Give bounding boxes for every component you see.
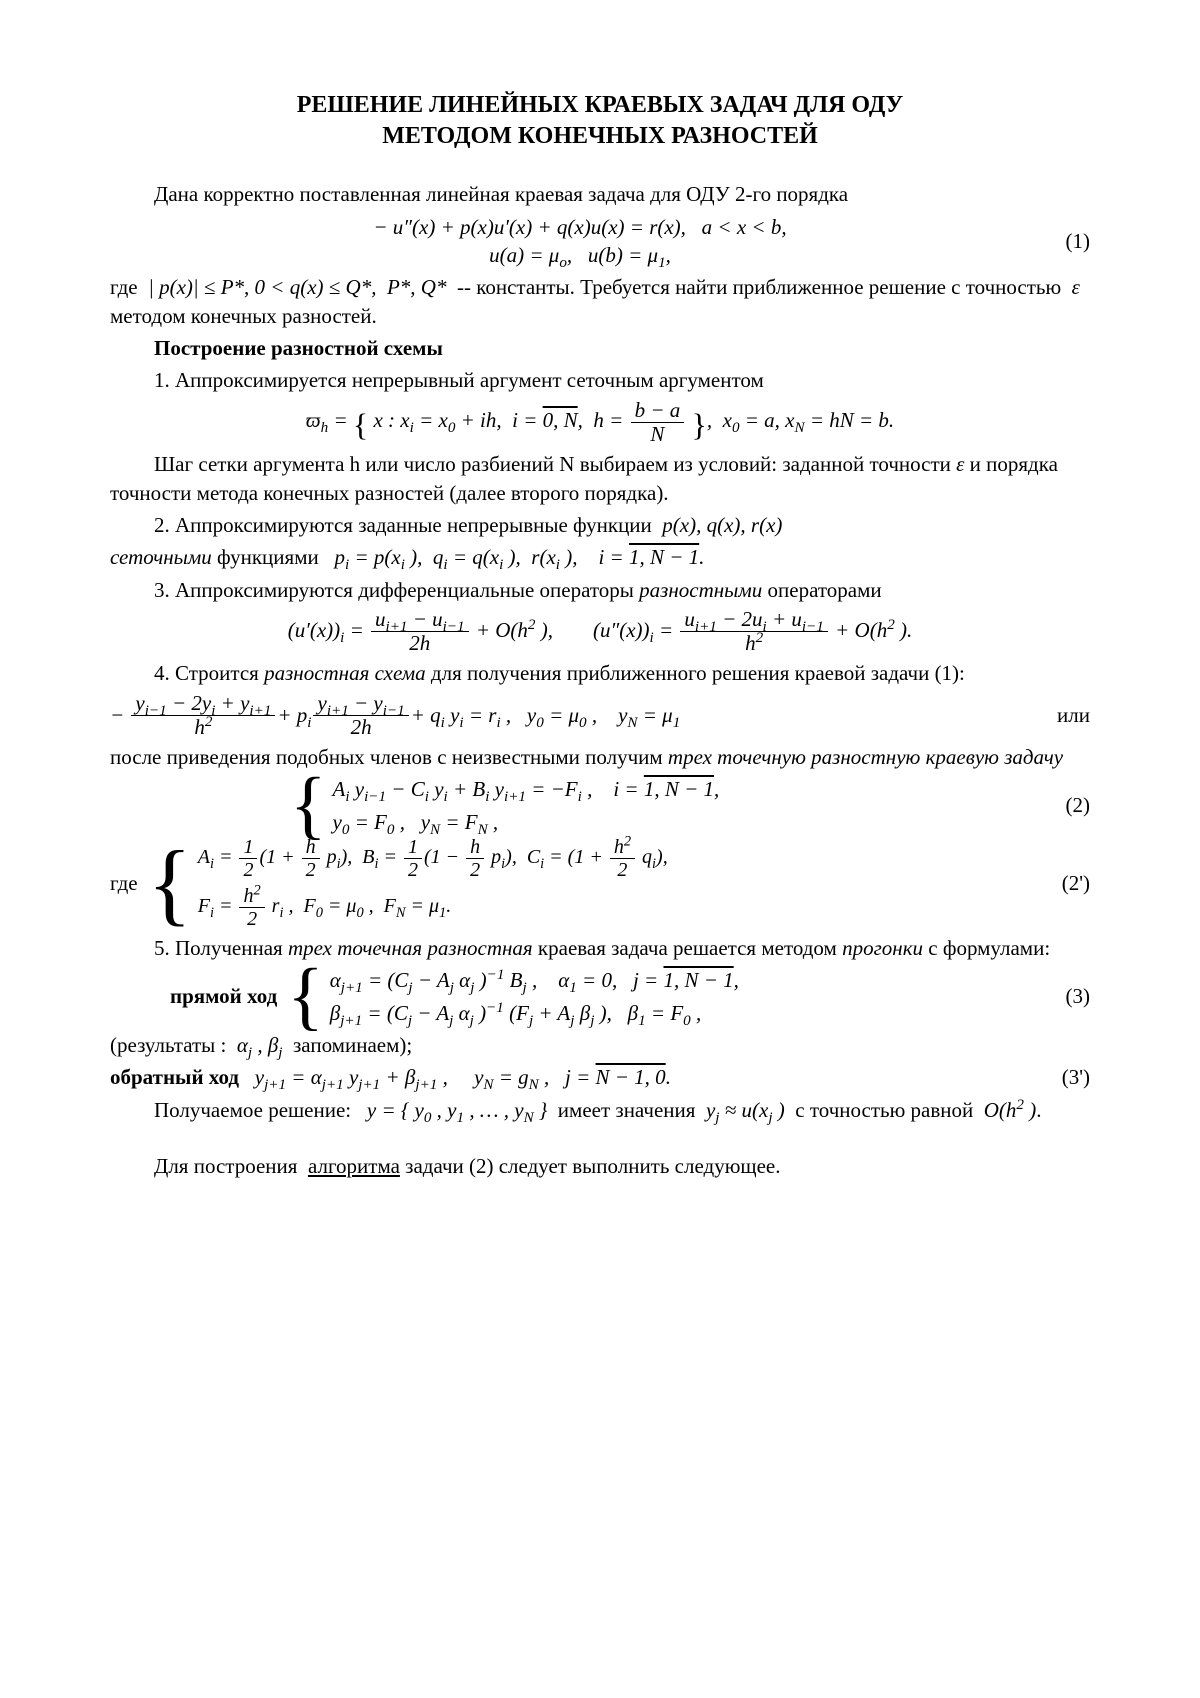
- d2-tail: + O(h2 ).: [835, 618, 912, 642]
- brace-icon: {: [148, 858, 192, 909]
- sch-t2-d: 2h: [313, 716, 408, 739]
- grid-frac-den: N: [631, 423, 685, 446]
- step-4: 4. Строится разностная схема для получен…: [110, 659, 1090, 687]
- coef-line1: Ai = 12(1 + h2 pi), Bi = 12(1 − h2 pi), …: [198, 836, 668, 881]
- eq1-line2: u(a) = μo, u(b) = μ1,: [110, 241, 1050, 269]
- sch-t2-n: yi+1 − yi−1: [313, 692, 408, 716]
- results-note: (результаты : αj , βj запоминаем);: [110, 1031, 1090, 1059]
- second-derivative: (u″(x))i = ui+1 − 2ui + ui−1 h2 + O(h2 )…: [593, 608, 912, 655]
- step-3: 3. Аппроксимируются дифференциальные опе…: [110, 576, 1090, 604]
- sys2-line2: y0 = F0 , yN = FN ,: [332, 808, 719, 836]
- grid-pre: ϖh =: [306, 408, 353, 432]
- algorithm-note: Для построения алгоритма задачи (2) след…: [110, 1152, 1090, 1180]
- d2-pre: (u″(x))i =: [593, 618, 678, 642]
- solution-paragraph: Получаемое решение: y = { y0 , y1 , … , …: [110, 1096, 1090, 1124]
- sys2-line1: Ai yi−1 − Ci yi + Bi yi+1 = −Fi , i = 1,…: [332, 775, 719, 803]
- d2-den: h2: [680, 632, 827, 655]
- coef-line2: Fi = h22 ri , F0 = μ0 , FN = μ1.: [198, 885, 668, 930]
- back-label: обратный ход: [110, 1063, 239, 1091]
- first-derivative: (u′(x))i = ui+1 − ui−1 2h + O(h2 ),: [288, 608, 553, 655]
- d1-den: 2h: [371, 632, 469, 655]
- d1-tail: + O(h2 ),: [476, 618, 553, 642]
- sch-t1-d: h2: [131, 716, 275, 739]
- d1-num: ui+1 − ui−1: [371, 608, 469, 632]
- grid-equation: ϖh = { x : xi = x0 + ih, i = 0, N, h = b…: [110, 399, 1090, 447]
- title-line-1: РЕШЕНИЕ ЛИНЕЙНЫХ КРАЕВЫХ ЗАДАЧ ДЛЯ ОДУ: [297, 92, 904, 118]
- eq1-line1: − u″(x) + p(x)u′(x) + q(x)u(x) = r(x), a…: [110, 213, 1050, 241]
- step-1-after: Шаг сетки аргумента h или число разбиени…: [110, 450, 1090, 507]
- grid-inner: x : xi = x0 + ih, i = 0, N, h =: [373, 408, 623, 432]
- back-number: (3'): [1062, 1063, 1090, 1091]
- sch-mid: + pi: [277, 701, 311, 729]
- fwd-number: (3): [1050, 982, 1090, 1010]
- back-eq: yj+1 = αj+1 yj+1 + βj+1 , yN = gN , j = …: [255, 1063, 671, 1091]
- backward-sweep: обратный ход yj+1 = αj+1 yj+1 + βj+1 , y…: [110, 1063, 1090, 1091]
- equation-1: − u″(x) + p(x)u′(x) + q(x)u(x) = r(x), a…: [110, 213, 1090, 270]
- where-paragraph: где | p(x)| ≤ P*, 0 < q(x) ≤ Q*, P*, Q* …: [110, 273, 1090, 330]
- coefficients: где { Ai = 12(1 + h2 pi), Bi = 12(1 − h2…: [110, 836, 1090, 930]
- fwd-line1: αj+1 = (Cj − Aj αj )−1 Bj , α1 = 0, j = …: [330, 966, 739, 994]
- page: РЕШЕНИЕ ЛИНЕЙНЫХ КРАЕВЫХ ЗАДАЧ ДЛЯ ОДУ М…: [0, 0, 1200, 1698]
- fwd-line2: βj+1 = (Cj − Aj αj )−1 (Fj + Aj βj ), β1…: [330, 999, 739, 1027]
- forward-label: прямой ход: [170, 982, 277, 1010]
- grid-tail: , x0 = a, xN = hN = b.: [707, 408, 894, 432]
- section-build-scheme: Построение разностной схемы: [110, 334, 1090, 362]
- sch-t1-n: yi−1 − 2yi + yi+1: [131, 692, 275, 716]
- step-2-line2: сеточными функциями pi = p(xi ), qi = q(…: [110, 543, 1090, 571]
- d2-num: ui+1 − 2ui + ui−1: [680, 608, 827, 632]
- d1-pre: (u′(x))i =: [288, 618, 369, 642]
- intro-paragraph: Дана корректно поставленная линейная кра…: [110, 180, 1090, 208]
- system-2: { Ai yi−1 − Ci yi + Bi yi+1 = −Fi , i = …: [110, 775, 1090, 836]
- derivative-approximations: (u′(x))i = ui+1 − ui−1 2h + O(h2 ), (u″(…: [110, 608, 1090, 655]
- eq1-number: (1): [1050, 227, 1090, 255]
- sys2-number: (2): [1050, 791, 1090, 819]
- gde-label: где: [110, 869, 138, 897]
- step-5: 5. Полученная трех точечная разностная к…: [110, 934, 1090, 962]
- title-line-2: МЕТОДОМ КОНЕЧНЫХ РАЗНОСТЕЙ: [382, 123, 818, 149]
- step-1: 1. Аппроксимируется непрерывный аргумент…: [110, 366, 1090, 394]
- scheme-equation: − yi−1 − 2yi + yi+1 h2 + pi yi+1 − yi−1 …: [110, 692, 1090, 739]
- brace-icon: {: [287, 976, 323, 1018]
- document-title: РЕШЕНИЕ ЛИНЕЙНЫХ КРАЕВЫХ ЗАДАЧ ДЛЯ ОДУ М…: [110, 90, 1090, 152]
- forward-sweep: прямой ход { αj+1 = (Cj − Aj αj )−1 Bj ,…: [110, 966, 1090, 1027]
- brace-icon: {: [290, 785, 326, 827]
- grid-frac-num: b − a: [631, 399, 685, 423]
- sch-ili: или: [1027, 701, 1090, 729]
- coef-number: (2'): [1030, 869, 1090, 897]
- step-2-line1: 2. Аппроксимируются заданные непрерывные…: [110, 511, 1090, 539]
- after-scheme: после приведения подобных членов с неизв…: [110, 743, 1090, 771]
- sch-tail: + qi yi = ri , y0 = μ0 , yN = μ1: [411, 701, 681, 729]
